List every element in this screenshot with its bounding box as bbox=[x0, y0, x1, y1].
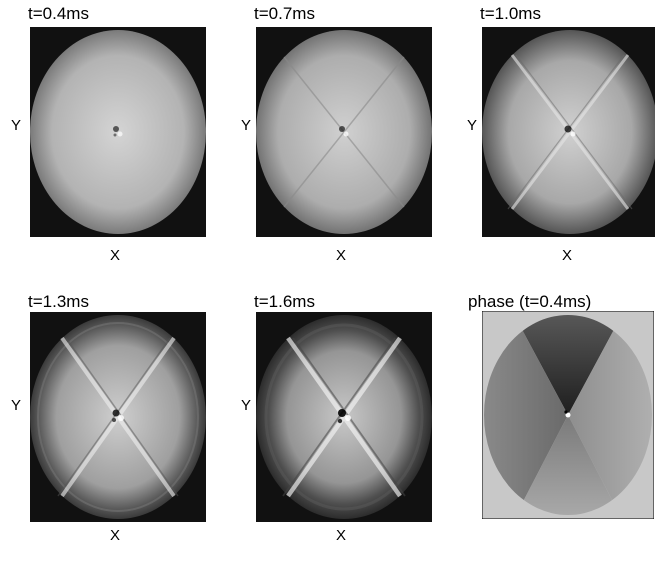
panel-1-image bbox=[30, 27, 206, 237]
panel-1: t=0.4ms Y X bbox=[0, 4, 226, 274]
panel-4: t=1.3ms Y X bbox=[0, 292, 226, 562]
panel-2-image bbox=[256, 27, 432, 237]
panel-4-title: t=1.3ms bbox=[28, 292, 89, 311]
panel-5-title: t=1.6ms bbox=[254, 292, 315, 311]
panel-2: t=0.7ms Y X bbox=[226, 4, 452, 274]
panel-2-y-label: Y bbox=[241, 117, 252, 134]
panel-2-title: t=0.7ms bbox=[254, 4, 315, 23]
panel-3-title: t=1.0ms bbox=[480, 4, 541, 23]
panel-5: t=1.6ms Y X bbox=[226, 292, 452, 562]
panel-4-image bbox=[30, 312, 206, 522]
panel-6-title: phase (t=0.4ms) bbox=[468, 292, 592, 311]
panel-2-x-label: X bbox=[336, 247, 347, 264]
panel-5-image bbox=[256, 312, 432, 522]
panel-1-y-label: Y bbox=[11, 117, 22, 134]
panel-4-y-label: Y bbox=[11, 397, 22, 414]
panel-3-y-label: Y bbox=[467, 117, 478, 134]
panel-3: t=1.0ms Y X bbox=[452, 4, 655, 274]
panel-6-phase-image bbox=[482, 311, 654, 519]
panel-6: phase (t=0.4ms) bbox=[452, 292, 655, 562]
panel-3-image bbox=[482, 27, 655, 237]
panel-1-x-label: X bbox=[110, 247, 121, 264]
panel-5-y-label: Y bbox=[241, 397, 252, 414]
panel-4-x-label: X bbox=[110, 527, 121, 544]
panel-3-x-label: X bbox=[562, 247, 573, 264]
panel-1-title: t=0.4ms bbox=[28, 4, 89, 23]
panel-5-x-label: X bbox=[336, 527, 347, 544]
